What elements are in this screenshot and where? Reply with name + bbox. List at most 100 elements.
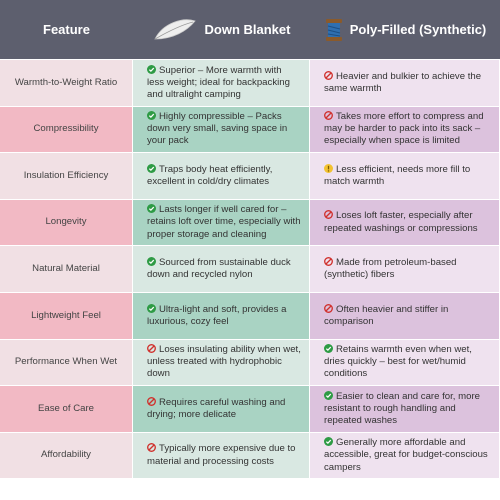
no-icon	[324, 70, 333, 80]
cell-text: Lasts longer if well cared for – retains…	[147, 204, 301, 240]
cell-content: Typically more expensive due to material…	[147, 443, 301, 467]
no-icon	[147, 443, 156, 453]
check-icon	[147, 111, 156, 121]
feature-name: Natural Material	[32, 263, 100, 275]
cell-content: Ease of Care	[38, 403, 94, 415]
table-cell: Traps body heat efficiently, excellent i…	[133, 153, 310, 199]
cell-content: Easier to clean and care for, more resis…	[324, 390, 491, 428]
cell-content: Generally more affordable and accessible…	[324, 437, 491, 474]
warning-icon	[324, 163, 333, 173]
check-icon	[147, 303, 156, 313]
cell-content: Compressibility	[33, 123, 98, 135]
table-cell: Made from petroleum-based (synthetic) fi…	[310, 246, 500, 292]
cell-content: Loses insulating ability when wet, unles…	[147, 344, 301, 381]
cell-content: Insulation Efficiency	[24, 170, 109, 182]
table-cell: Takes more effort to compress and may be…	[310, 106, 500, 153]
cell-content: Takes more effort to compress and may be…	[324, 111, 491, 148]
table-cell: Warmth-to-Weight Ratio	[0, 60, 133, 106]
cell-content: Retains warmth even when wet, dries quic…	[324, 344, 491, 381]
header-text: Down Blanket	[204, 22, 291, 37]
cell-content: Traps body heat efficiently, excellent i…	[147, 163, 301, 188]
table-cell: Superior – More warmth with less weight;…	[133, 60, 310, 106]
cell-text: Less efficient, needs more fill to match…	[324, 163, 471, 187]
table-row: Compressibility Highly compressible – Pac…	[0, 106, 500, 154]
table-cell: Ease of Care	[0, 386, 133, 432]
cell-content: Warmth-to-Weight Ratio	[15, 77, 117, 89]
feature-name: Warmth-to-Weight Ratio	[14, 76, 118, 88]
cell-content: Heavier and bulkier to achieve the same …	[324, 71, 491, 95]
table-row: Performance When Wet Loses insulating abi…	[0, 339, 500, 387]
header-cell: Feature	[0, 0, 133, 59]
cell-content: Often heavier and stiffer in comparison	[324, 304, 491, 328]
table-cell: Heavier and bulkier to achieve the same …	[310, 60, 500, 106]
cell-content: Longevity	[45, 216, 86, 228]
table-cell: Often heavier and stiffer in comparison	[310, 292, 500, 339]
check-icon	[324, 390, 333, 400]
feature-name: Longevity	[45, 216, 87, 228]
table-cell: Performance When Wet	[0, 339, 133, 386]
cell-text: Loses loft faster, especially after repe…	[324, 210, 478, 234]
cell-text: Retains warmth even when wet, dries quic…	[324, 344, 472, 380]
table-row: Ease of Care Requires careful washing and…	[0, 386, 500, 433]
header-text: Feature	[43, 22, 90, 37]
feather-icon	[153, 18, 196, 39]
table-cell: Requires careful washing and drying; mor…	[133, 386, 310, 432]
cell-text: Loses insulating ability when wet, unles…	[147, 344, 301, 380]
no-icon	[324, 111, 333, 121]
cell-content: Performance When Wet	[15, 356, 117, 368]
check-icon	[147, 163, 156, 173]
table-row: Lightweight Feel Ultra-light and soft, pr…	[0, 292, 500, 340]
no-icon	[147, 396, 156, 406]
no-icon	[324, 257, 333, 266]
table-cell: Generally more affordable and accessible…	[310, 432, 500, 479]
table-cell: Easier to clean and care for, more resis…	[310, 386, 500, 432]
cell-text: Easier to clean and care for, more resis…	[324, 390, 480, 427]
cell-text: Traps body heat efficiently, excellent i…	[147, 163, 273, 187]
table-cell: Highly compressible – Packs down very sm…	[133, 106, 310, 153]
comparison-table: Feature Down Blanket Poly-Filled (Synthe…	[0, 0, 500, 480]
table-row: Warmth-to-Weight Ratio Superior – More wa…	[0, 60, 500, 107]
cell-content: Affordability	[41, 449, 91, 461]
cell-text: Often heavier and stiffer in comparison	[324, 303, 449, 327]
table-cell: Insulation Efficiency	[0, 153, 133, 199]
table-cell: Loses insulating ability when wet, unles…	[133, 339, 310, 386]
table-row: Insulation Efficiency Traps body heat eff…	[0, 153, 500, 200]
table-cell: Less efficient, needs more fill to match…	[310, 153, 500, 199]
feature-name: Affordability	[41, 449, 91, 461]
table-row: Longevity Lasts longer if well cared for …	[0, 199, 500, 247]
feature-name: Performance When Wet	[14, 356, 118, 368]
feature-name: Insulation Efficiency	[23, 169, 109, 181]
feature-name: Ease of Care	[38, 402, 94, 414]
cell-text: Sourced from sustainable duck down and r…	[147, 257, 291, 281]
table-cell: Affordability	[0, 432, 133, 479]
cell-text: Superior – More warmth with less weight;…	[147, 64, 290, 100]
no-icon	[324, 210, 333, 220]
table-cell: Loses loft faster, especially after repe…	[310, 199, 500, 246]
header-cell: Poly-Filled (Synthetic)	[310, 0, 500, 59]
cell-text: Requires careful washing and drying; mor…	[147, 396, 286, 420]
header-cell: Down Blanket	[133, 0, 310, 59]
table-row: Natural Material Sourced from sustainable…	[0, 246, 500, 293]
feature-name: Lightweight Feel	[31, 309, 101, 321]
table-cell: Lasts longer if well cared for – retains…	[133, 199, 310, 246]
table-cell: Retains warmth even when wet, dries quic…	[310, 339, 500, 386]
no-icon	[147, 344, 156, 354]
cell-content: Lightweight Feel	[31, 310, 101, 322]
check-icon	[324, 344, 333, 354]
check-icon	[147, 204, 156, 214]
check-icon	[147, 257, 156, 266]
cell-content: Natural Material	[32, 263, 100, 275]
check-icon	[324, 437, 333, 447]
table-cell: Sourced from sustainable duck down and r…	[133, 246, 310, 292]
header-text: Poly-Filled (Synthetic)	[349, 22, 487, 37]
table-cell: Typically more expensive due to material…	[133, 432, 310, 479]
table-cell: Longevity	[0, 199, 133, 246]
cell-content: Highly compressible – Packs down very sm…	[147, 111, 301, 148]
feature-name: Compressibility	[33, 123, 99, 135]
table-cell: Lightweight Feel	[0, 292, 133, 339]
cell-text: Made from petroleum-based (synthetic) fi…	[324, 257, 457, 281]
cell-content: Lasts longer if well cared for – retains…	[147, 204, 301, 241]
no-icon	[324, 303, 333, 313]
cell-content: Ultra-light and soft, provides a luxurio…	[147, 303, 301, 328]
spool-icon	[325, 18, 342, 41]
